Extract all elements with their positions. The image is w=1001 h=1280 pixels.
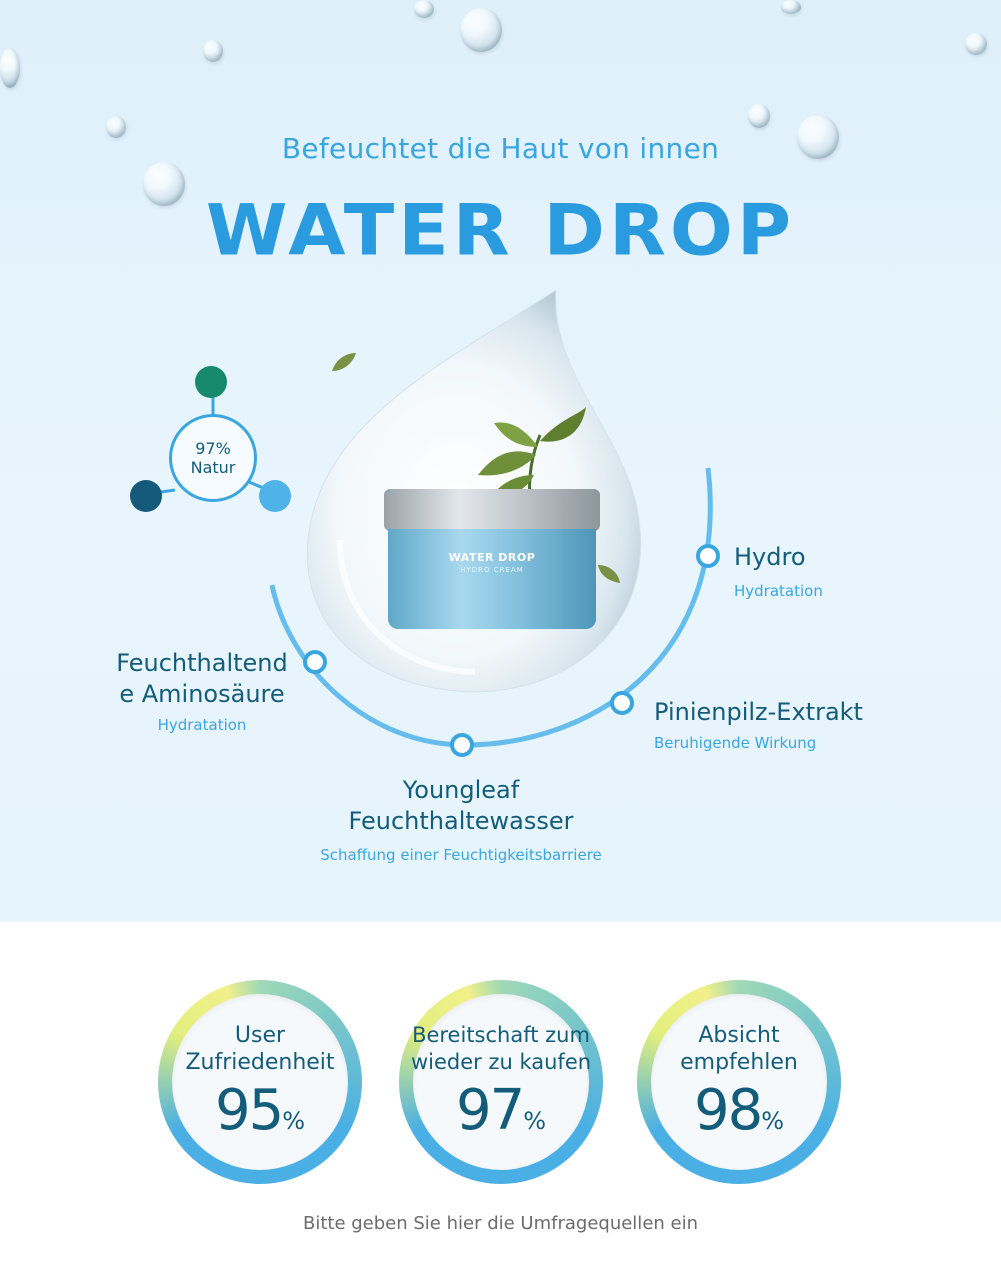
stat-recommend: Absicht empfehlen 98% [637, 980, 841, 1184]
ingredient-title-youngleaf-line1: Youngleaf [402, 776, 520, 804]
stat-value-row: 97% [456, 1078, 546, 1143]
stat-label-line2: wieder zu kaufen [410, 1050, 592, 1074]
ingredient-title-pine: Pinienpilz-Extrakt [654, 698, 863, 726]
stat-label-line1: Bereitschaft zum [412, 1023, 590, 1047]
ingredient-title-amino-line2: e Aminosäure [119, 680, 285, 708]
stat-inner: Bereitschaft zum wieder zu kaufen 97% [411, 994, 591, 1170]
ingredient-title-amino-line1: Feuchthaltend [116, 649, 288, 677]
ingredient-node [450, 733, 474, 757]
stat-label: Bereitschaft zum wieder zu kaufen [411, 1022, 591, 1076]
stat-value: 95 [214, 1078, 284, 1143]
stat-label: User Zufriedenheit [185, 1022, 334, 1076]
jar-lid [384, 489, 600, 531]
hero-subtitle: Befeuchtet die Haut von innen [281, 132, 720, 165]
natural-badge-circle: 97% Natur [169, 414, 257, 502]
stat-value: 98 [693, 1078, 763, 1143]
stat-label-line2: Zufriedenheit [185, 1050, 335, 1075]
stat-value-row: 98% [694, 1078, 784, 1143]
survey-source-note: Bitte geben Sie hier die Umfragequellen … [302, 1213, 698, 1234]
ingredient-subtitle-hydro: Hydratation [734, 582, 823, 600]
ingredient-node [303, 650, 327, 674]
water-droplet-icon [460, 8, 502, 52]
stat-value: 97 [455, 1078, 525, 1143]
ingredient-title-youngleaf: Youngleaf Feuchthaltewasser [310, 775, 612, 837]
stat-repurchase: Bereitschaft zum wieder zu kaufen 97% [399, 980, 603, 1184]
ingredient-title-youngleaf-line2: Feuchthaltewasser [348, 807, 574, 835]
jar-brand: WATER DROP [448, 551, 536, 564]
stat-inner: Absicht empfehlen 98% [651, 994, 827, 1170]
molecule-dot-icon [259, 480, 291, 512]
water-droplet-icon [0, 48, 20, 88]
water-droplet-icon [748, 104, 770, 128]
molecule-dot-icon [130, 480, 162, 512]
leaf-icon [332, 353, 356, 371]
stat-label: Absicht empfehlen [680, 1022, 798, 1076]
stat-label-line2: empfehlen [680, 1050, 798, 1075]
ingredient-subtitle-youngleaf: Schaffung einer Feuchtigkeitsbarriere [320, 846, 602, 864]
stat-inner: User Zufriedenheit 95% [172, 994, 348, 1170]
water-droplet-icon [797, 115, 839, 159]
jar-subtitle: HYDRO CREAM [460, 566, 524, 574]
water-droplet-icon [965, 33, 987, 55]
stat-value-row: 95% [215, 1078, 305, 1143]
stat-unit: % [282, 1107, 306, 1135]
stat-satisfaction: User Zufriedenheit 95% [158, 980, 362, 1184]
stat-label-line1: User [234, 1023, 286, 1048]
water-droplet-icon [781, 0, 801, 14]
ingredient-node [610, 691, 634, 715]
stat-unit: % [761, 1107, 785, 1135]
hero-section: Befeuchtet die Haut von innen WATER DROP [0, 0, 1001, 922]
ingredient-title-hydro: Hydro [734, 543, 806, 571]
natural-badge: 97% Natur [125, 362, 300, 522]
hero-title: WATER DROP [205, 190, 796, 272]
product-jar: WATER DROP HYDRO CREAM [300, 295, 660, 695]
natural-badge-label: Natur [190, 458, 236, 477]
water-droplet-icon [106, 116, 126, 138]
ingredient-subtitle-pine: Beruhigende Wirkung [654, 734, 817, 752]
leaf-icon [598, 565, 620, 583]
water-droplet-icon [143, 162, 185, 206]
jar-body: WATER DROP HYDRO CREAM [388, 529, 596, 629]
molecule-dot-icon [195, 366, 227, 398]
water-droplet-icon [414, 0, 434, 18]
water-droplet-icon [203, 40, 223, 62]
stat-label-line1: Absicht [698, 1023, 780, 1048]
ingredient-subtitle-amino: Hydratation [157, 716, 247, 734]
stat-unit: % [523, 1107, 547, 1135]
ingredient-node [696, 544, 720, 568]
ingredient-title-amino: Feuchthaltend e Aminosäure [112, 648, 292, 710]
natural-badge-percent: 97% [195, 439, 231, 458]
